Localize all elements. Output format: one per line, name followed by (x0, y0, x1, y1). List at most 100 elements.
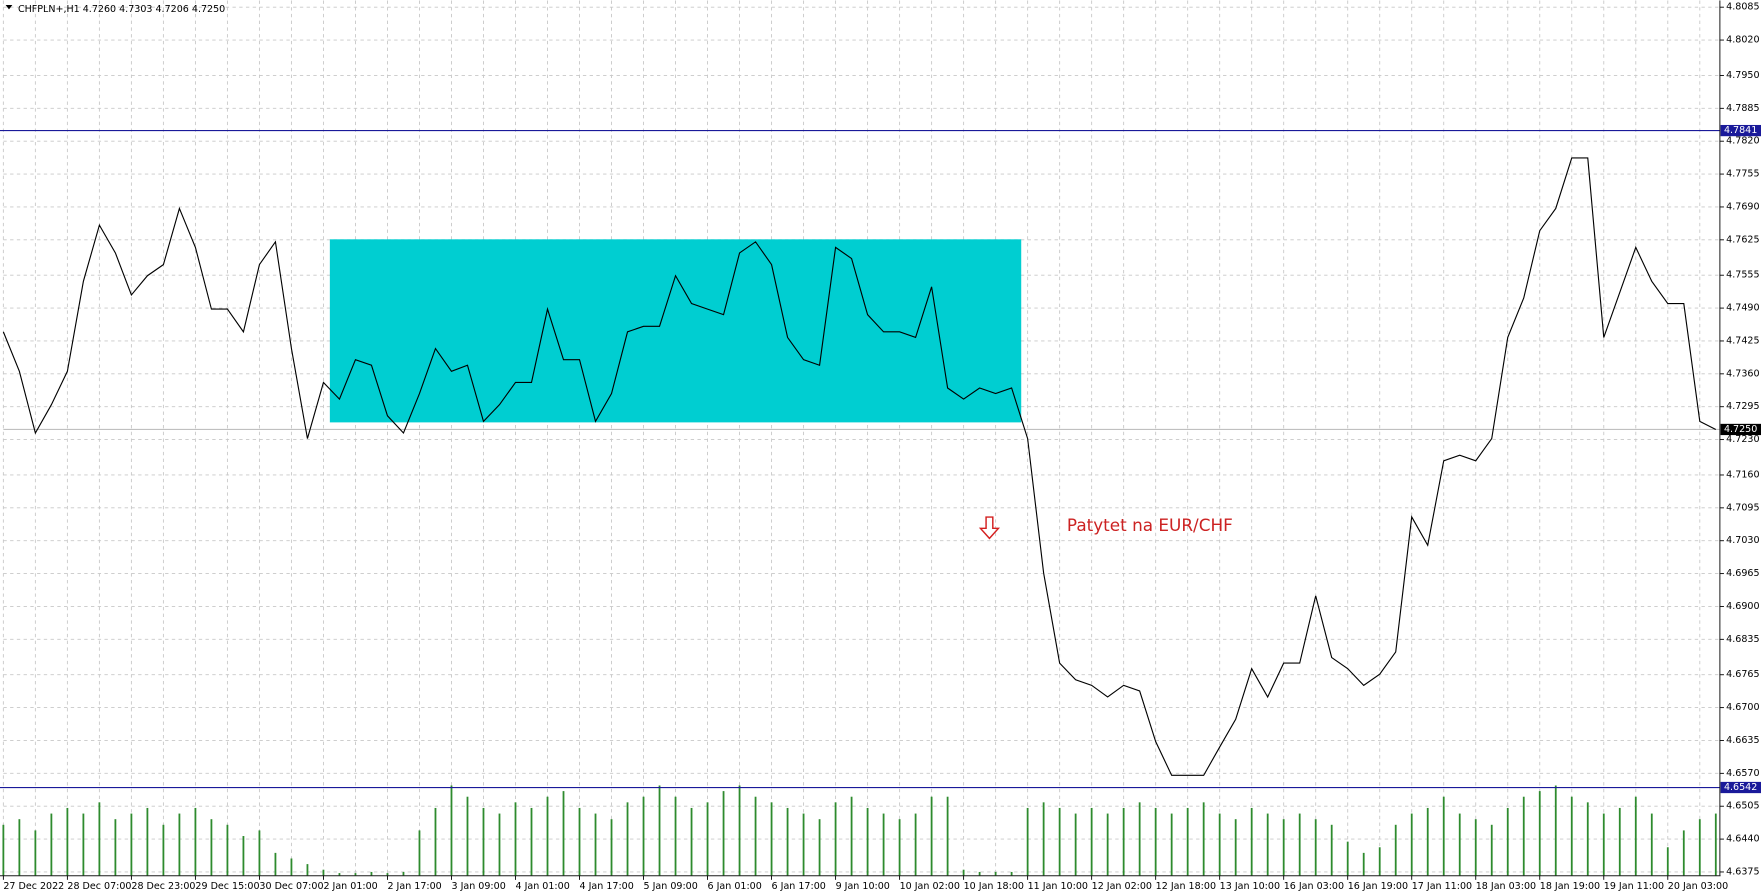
volume-bar (978, 871, 981, 876)
y-tick-label: 4.7425 (1726, 335, 1759, 346)
volume-bar (258, 830, 261, 876)
volume-bar (962, 869, 965, 876)
volume-bar (1458, 813, 1461, 876)
volume-bar (706, 802, 709, 876)
volume-bar (1378, 847, 1381, 876)
x-tick-label: 4 Jan 01:00 (515, 881, 569, 892)
volume-bar (370, 871, 373, 876)
volume-bar (1186, 807, 1189, 876)
zone (329, 239, 1022, 423)
volume-bar (850, 796, 853, 876)
volume-bar (482, 807, 485, 876)
volume-bar (130, 813, 133, 876)
volume-bar (18, 819, 21, 876)
down-arrow (978, 516, 1001, 540)
volume-bar (1698, 819, 1701, 876)
volume-bar (466, 796, 469, 876)
volume-bar (882, 813, 885, 876)
y-tick-label: 4.6765 (1726, 669, 1759, 680)
menu-triangle[interactable] (5, 4, 13, 10)
volume-bar (194, 807, 197, 876)
last-price-label: 4.7250 (1724, 424, 1757, 435)
volume-bar (866, 807, 869, 876)
y-tick-label: 4.7755 (1726, 169, 1759, 180)
volume-bar (1170, 813, 1173, 876)
y-tick-label: 4.8085 (1726, 2, 1759, 13)
volume-bar (1538, 791, 1541, 876)
y-tick-label: 4.7820 (1726, 136, 1759, 147)
volume-bar (674, 796, 677, 876)
volume-bar (786, 807, 789, 876)
y-tick-label: 4.7095 (1726, 502, 1759, 513)
volume-bar (610, 819, 613, 876)
volume-bar (594, 813, 597, 876)
x-tick-label: 2 Jan 01:00 (323, 881, 377, 892)
zone-layer (329, 239, 1022, 423)
volume-bar (914, 813, 917, 876)
volume-bar (1314, 819, 1317, 876)
volume-bar (1218, 813, 1221, 876)
volume-bar (274, 852, 277, 876)
volume-bar (1410, 813, 1413, 876)
level-label: 4.6542 (1724, 782, 1757, 793)
volume-bar (1650, 813, 1653, 876)
volume-bar (242, 836, 245, 876)
x-tick-label: 5 Jan 09:00 (644, 881, 698, 892)
volume-bar (818, 819, 821, 876)
y-tick-label: 4.6700 (1726, 702, 1759, 713)
x-tick-label: 3 Jan 09:00 (451, 881, 505, 892)
price-layer (0, 130, 1720, 789)
x-tick-label: 9 Jan 10:00 (836, 881, 890, 892)
volume-bar (770, 802, 773, 876)
volume-bar (1282, 819, 1285, 876)
volume-bar (98, 802, 101, 876)
level-label-box (1720, 781, 1761, 794)
y-tick-label: 4.6375 (1726, 866, 1759, 877)
volume-bar (66, 807, 69, 876)
volume-bar (354, 873, 357, 876)
y-tick-label: 4.7885 (1726, 103, 1759, 114)
x-tick-label: 19 Jan 11:00 (1604, 881, 1664, 892)
x-tick-label: 12 Jan 02:00 (1092, 881, 1152, 892)
y-tick-label: 4.6835 (1726, 634, 1759, 645)
volume-bar (1666, 847, 1669, 876)
volume-bar (34, 830, 37, 876)
x-tick-label: 13 Jan 10:00 (1220, 881, 1280, 892)
x-tick-label: 18 Jan 03:00 (1476, 881, 1536, 892)
volume-bar (1026, 807, 1029, 876)
volume-bar (1586, 802, 1589, 876)
annotation: Patytet na EUR/CHF (1067, 515, 1233, 535)
volume-bar (418, 830, 421, 876)
y-tick-label: 4.6635 (1726, 735, 1759, 746)
volume-bar (1426, 807, 1429, 876)
y-tick-label: 4.7160 (1726, 469, 1759, 480)
volume-bar (1394, 824, 1397, 876)
volume-bar (1506, 807, 1509, 876)
volume-bar (498, 813, 501, 876)
volume-bar (802, 813, 805, 876)
volume-bar (930, 796, 933, 876)
volume-bar (1154, 807, 1157, 876)
header: CHFPLN+,H1 4.7260 4.7303 4.7206 4.7250 (18, 4, 225, 15)
volume-bar (434, 807, 437, 876)
y-tick-label: 4.8020 (1726, 35, 1759, 46)
x-tick-label: 28 Dec 07:00 (67, 881, 131, 892)
x-tick-label: 18 Jan 19:00 (1540, 881, 1600, 892)
x-tick-label: 10 Jan 02:00 (900, 881, 960, 892)
volume-bar (322, 869, 325, 876)
volume-bar (1106, 813, 1109, 876)
volume-bar (402, 871, 405, 876)
volume-bar (946, 796, 949, 876)
x-tick-label: 4 Jan 17:00 (580, 881, 634, 892)
volume-bar (658, 785, 661, 876)
y-tick-label: 4.6570 (1726, 768, 1759, 779)
level-label-box (1720, 124, 1761, 137)
y-tick-label: 4.6900 (1726, 601, 1759, 612)
x-tick-label: 30 Dec 07:00 (259, 881, 323, 892)
volume-bar (1618, 807, 1621, 876)
volume-bar (338, 873, 341, 876)
y-tick-label: 4.7625 (1726, 234, 1759, 245)
volume-bar (1298, 813, 1301, 876)
